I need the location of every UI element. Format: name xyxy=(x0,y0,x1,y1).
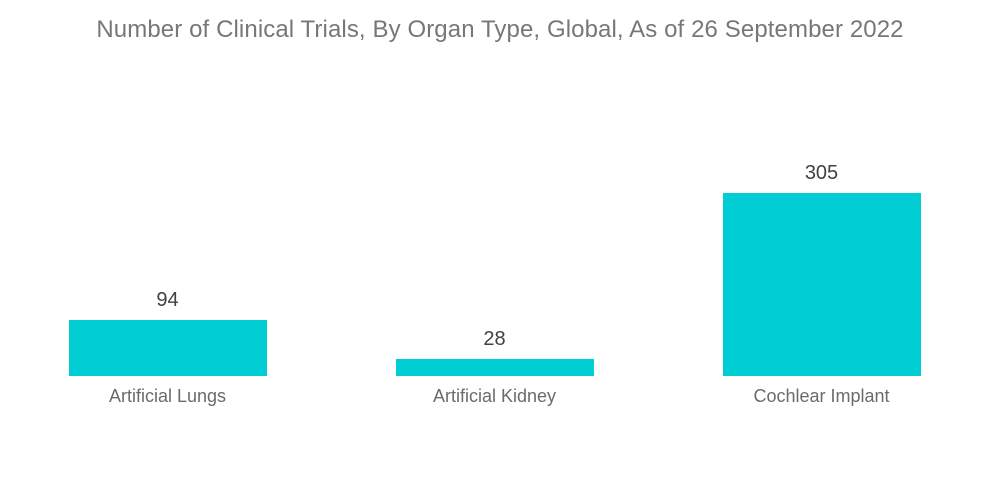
bar-cochlear-implant xyxy=(722,193,921,376)
category-label-artificial-lungs: Artificial Lungs xyxy=(108,386,227,406)
bar-value-label: 28 xyxy=(483,328,506,350)
category-axis: Artificial Lungs Artificial Kidney Cochl… xyxy=(4,386,985,407)
bar-artificial-lungs xyxy=(68,320,267,376)
bar-value-label: 94 xyxy=(156,289,179,311)
bar-group-cochlear-implant: 305 xyxy=(658,163,985,376)
chart-title: Number of Clinical Trials, By Organ Type… xyxy=(96,16,904,43)
plot-area: 94 28 305 xyxy=(4,0,985,376)
category-label-cochlear-implant: Cochlear Implant xyxy=(753,386,890,406)
bar-group-artificial-lungs: 94 xyxy=(4,290,331,376)
bar-value-label: 305 xyxy=(804,162,839,184)
category-label-artificial-kidney: Artificial Kidney xyxy=(432,386,557,406)
bar-group-artificial-kidney: 28 xyxy=(331,329,658,376)
bar-artificial-kidney xyxy=(395,359,594,376)
